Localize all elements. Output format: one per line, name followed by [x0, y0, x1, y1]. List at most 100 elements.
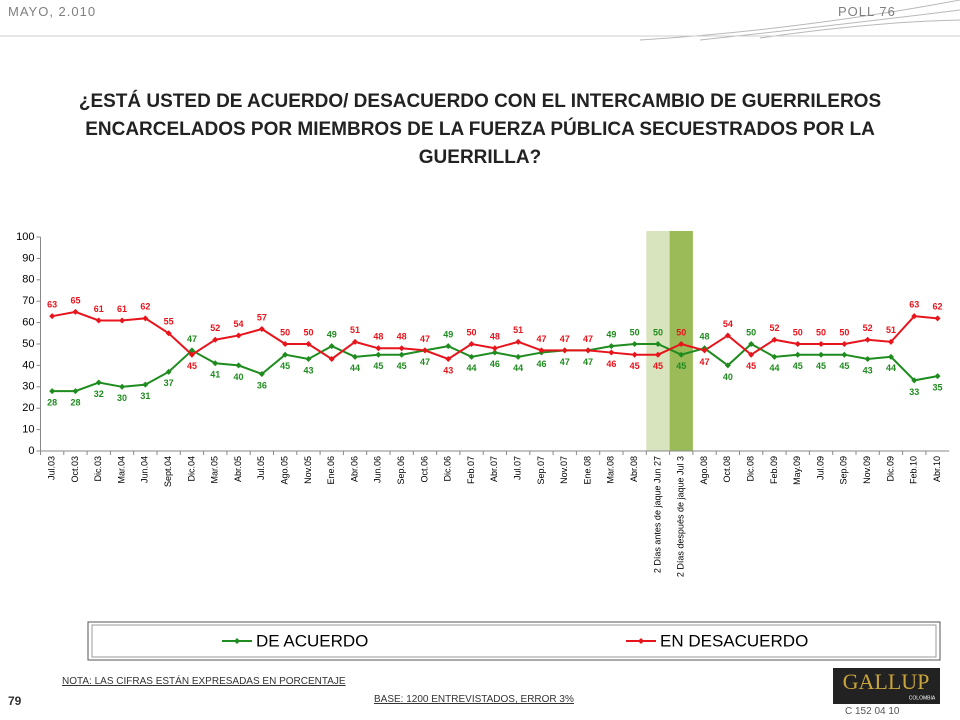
- decor: [0, 0, 960, 41]
- x-tick-label: Jun.06: [373, 456, 383, 483]
- marker: [375, 351, 382, 358]
- marker: [701, 347, 708, 354]
- x-tick-label: Oct.06: [419, 456, 429, 483]
- marker: [538, 347, 545, 354]
- marker: [864, 355, 871, 362]
- y-tick-label: 10: [22, 424, 34, 436]
- marker: [258, 326, 265, 333]
- x-tick-label: Sep.06: [396, 456, 406, 485]
- data-label: 40: [723, 372, 733, 382]
- marker: [585, 347, 592, 354]
- x-tick-label: Abr.08: [629, 456, 639, 482]
- logo-box: [833, 668, 940, 704]
- marker: [724, 332, 731, 339]
- x-tick-label: May.09: [792, 456, 802, 485]
- marker: [445, 355, 452, 362]
- data-label: 47: [583, 357, 593, 367]
- data-label: 44: [467, 363, 477, 373]
- data-label: 65: [70, 295, 80, 305]
- marker: [818, 341, 825, 347]
- marker: [235, 332, 242, 339]
- marker: [165, 330, 172, 337]
- marker: [654, 341, 661, 347]
- data-label: 49: [443, 330, 453, 340]
- data-label: 45: [746, 361, 756, 371]
- marker: [864, 336, 871, 343]
- data-label: 45: [187, 361, 197, 371]
- marker: [258, 370, 265, 377]
- marker: [911, 377, 918, 384]
- data-label: 40: [234, 372, 244, 382]
- x-tick-label: Dic.09: [885, 456, 895, 482]
- chart-title: ¿ESTÁ USTED DE ACUERDO/ DESACUERDO CON E…: [78, 91, 882, 168]
- logo-sub: COLOMBIA: [909, 695, 936, 701]
- x-tick-label: Sep.09: [839, 456, 849, 485]
- marker: [468, 341, 475, 347]
- marker: [841, 341, 848, 347]
- data-label: 55: [164, 317, 174, 327]
- marker: [491, 349, 498, 356]
- x-tick-label: Feb.10: [909, 456, 919, 484]
- marker: [305, 355, 312, 362]
- legend-marker: [234, 638, 240, 644]
- data-label: 50: [653, 327, 663, 337]
- x-tick-label: Dic.06: [443, 456, 453, 482]
- data-label: 51: [350, 325, 360, 335]
- x-tick-label: Feb.09: [769, 456, 779, 484]
- marker: [887, 338, 894, 345]
- marker: [165, 368, 172, 375]
- marker: [212, 336, 219, 343]
- data-label: 43: [303, 365, 313, 375]
- marker: [794, 341, 801, 347]
- data-label: 46: [536, 359, 546, 369]
- data-label: 45: [839, 361, 849, 371]
- data-label: 50: [630, 327, 640, 337]
- marker: [72, 308, 79, 315]
- x-tick-label: Dic.03: [93, 456, 103, 482]
- base: BASE: 1200 ENTREVISTADOS, ERROR 3%: [374, 694, 574, 705]
- marker: [468, 353, 475, 360]
- data-label: 50: [839, 327, 849, 337]
- marker: [142, 381, 149, 388]
- y-tick-label: 20: [22, 402, 34, 414]
- marker: [235, 362, 242, 369]
- x-tick-label: Dic.08: [746, 456, 756, 482]
- data-label: 63: [47, 300, 57, 310]
- marker: [771, 353, 778, 360]
- marker: [49, 313, 56, 320]
- x-tick-label: Abr.07: [489, 456, 499, 482]
- x-tick-label: Abr.10: [932, 456, 942, 482]
- page-number: 79: [8, 694, 22, 708]
- marker: [724, 362, 731, 369]
- data-label: 62: [140, 302, 150, 312]
- data-label: 45: [816, 361, 826, 371]
- data-label: 45: [280, 361, 290, 371]
- data-label: 31: [140, 391, 150, 401]
- data-label: 45: [653, 361, 663, 371]
- data-label: 43: [443, 365, 453, 375]
- x-tick-label: Abr.06: [349, 456, 359, 482]
- data-label: 49: [327, 330, 337, 340]
- data-label: 35: [933, 382, 943, 392]
- marker: [328, 355, 335, 362]
- y-tick-label: 100: [16, 231, 34, 243]
- data-label: 47: [560, 357, 570, 367]
- marker: [398, 351, 405, 358]
- marker: [119, 317, 126, 324]
- data-label: 52: [769, 323, 779, 333]
- data-label: 62: [933, 302, 943, 312]
- data-label: 51: [513, 325, 523, 335]
- marker: [119, 383, 126, 390]
- marker: [282, 341, 289, 347]
- data-label: 50: [816, 327, 826, 337]
- marker: [608, 343, 615, 350]
- date: MAYO, 2.010: [8, 4, 97, 19]
- data-label: 50: [746, 327, 756, 337]
- y-tick-label: 90: [22, 252, 34, 264]
- marker: [631, 351, 638, 358]
- x-tick-label: Ene.08: [582, 456, 592, 485]
- legend-inner: [91, 624, 937, 658]
- marker: [305, 341, 312, 347]
- x-tick-label: Jun.04: [140, 456, 150, 483]
